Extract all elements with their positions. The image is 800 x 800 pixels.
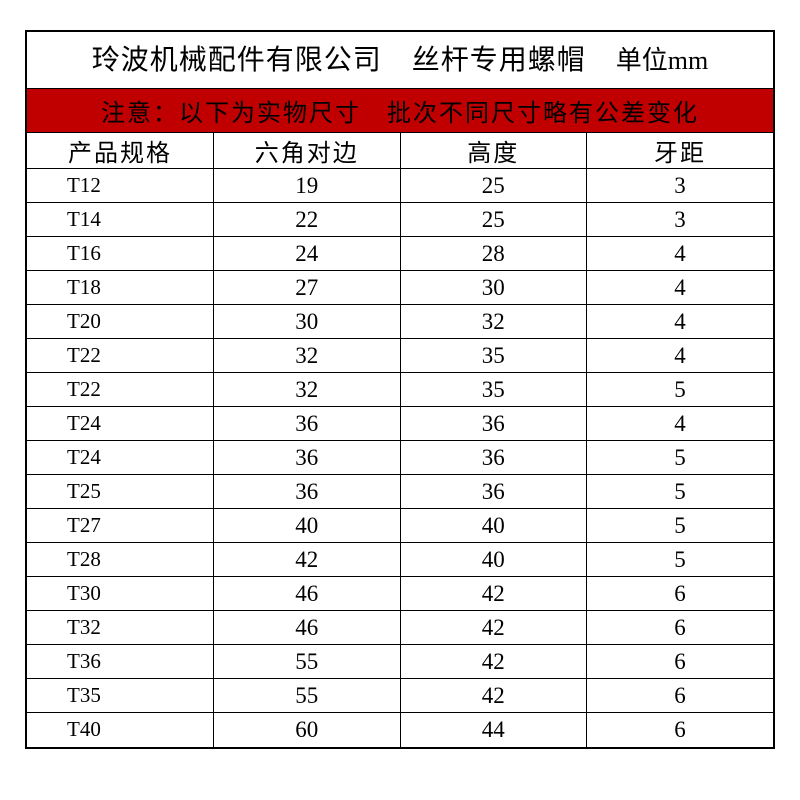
table-row: T2842405 [27,543,773,577]
table-cell: 32 [214,373,401,407]
table-cell: 27 [214,271,401,305]
spec-table: 产品规格 六角对边 高度 牙距 T1219253T1422253T1624284… [27,133,773,747]
table-cell: T28 [27,543,214,577]
table-cell: 46 [214,577,401,611]
table-row: T1624284 [27,237,773,271]
warning-notice: 注意：以下为实物尺寸 批次不同尺寸略有公差变化 [27,88,773,133]
table-cell: T22 [27,339,214,373]
table-cell: 42 [400,645,587,679]
table-cell: 6 [587,611,774,645]
table-cell: 40 [400,509,587,543]
table-cell: 42 [400,611,587,645]
table-cell: 25 [400,203,587,237]
table-cell: 6 [587,645,774,679]
table-cell: 4 [587,407,774,441]
table-cell: T36 [27,645,214,679]
table-cell: 5 [587,509,774,543]
table-cell: T12 [27,169,214,203]
table-cell: 5 [587,475,774,509]
table-cell: T27 [27,509,214,543]
table-cell: T14 [27,203,214,237]
table-cell: 4 [587,339,774,373]
col-header-height: 高度 [400,133,587,169]
table-cell: 35 [400,339,587,373]
company-name: 玲波机械配件有限公司 [92,38,382,78]
table-cell: 44 [400,713,587,747]
table-cell: T32 [27,611,214,645]
table-cell: 32 [214,339,401,373]
table-cell: 4 [587,305,774,339]
table-cell: 36 [400,407,587,441]
table-cell: T20 [27,305,214,339]
col-header-hex: 六角对边 [214,133,401,169]
table-row: T3555426 [27,679,773,713]
product-name: 丝杆专用螺帽 [412,38,586,78]
table-row: T1827304 [27,271,773,305]
table-cell: 40 [214,509,401,543]
table-row: T2740405 [27,509,773,543]
table-row: T3655426 [27,645,773,679]
table-row: T1219253 [27,169,773,203]
table-row: T4060446 [27,713,773,747]
table-cell: 30 [214,305,401,339]
table-cell: 24 [214,237,401,271]
table-cell: 36 [400,475,587,509]
table-cell: 5 [587,373,774,407]
table-row: T1422253 [27,203,773,237]
table-cell: 42 [400,577,587,611]
table-cell: T22 [27,373,214,407]
table-cell: 60 [214,713,401,747]
table-cell: T30 [27,577,214,611]
table-cell: 4 [587,237,774,271]
col-header-spec: 产品规格 [27,133,214,169]
table-row: T2536365 [27,475,773,509]
table-row: T2436365 [27,441,773,475]
unit-label: 单位mm [616,40,708,77]
table-row: T2030324 [27,305,773,339]
table-row: T2232354 [27,339,773,373]
table-cell: 35 [400,373,587,407]
spec-table-container: 玲波机械配件有限公司 丝杆专用螺帽 单位mm 注意：以下为实物尺寸 批次不同尺寸… [25,30,775,749]
table-row: T2232355 [27,373,773,407]
title-row: 玲波机械配件有限公司 丝杆专用螺帽 单位mm [27,32,773,88]
table-cell: 32 [400,305,587,339]
table-cell: T40 [27,713,214,747]
table-cell: 36 [400,441,587,475]
table-cell: 55 [214,679,401,713]
table-cell: 36 [214,441,401,475]
table-cell: 19 [214,169,401,203]
table-cell: 36 [214,407,401,441]
table-cell: 25 [400,169,587,203]
col-header-pitch: 牙距 [587,133,774,169]
table-row: T3046426 [27,577,773,611]
table-cell: 6 [587,577,774,611]
table-cell: 3 [587,203,774,237]
table-cell: 5 [587,543,774,577]
table-cell: T18 [27,271,214,305]
table-cell: 42 [214,543,401,577]
table-cell: 6 [587,713,774,747]
table-cell: 30 [400,271,587,305]
header-row: 产品规格 六角对边 高度 牙距 [27,133,773,169]
table-cell: T24 [27,407,214,441]
table-cell: 46 [214,611,401,645]
table-cell: 3 [587,169,774,203]
table-cell: 42 [400,679,587,713]
table-cell: 5 [587,441,774,475]
table-cell: T24 [27,441,214,475]
table-cell: 4 [587,271,774,305]
table-cell: 55 [214,645,401,679]
table-cell: 28 [400,237,587,271]
table-cell: 22 [214,203,401,237]
table-row: T2436364 [27,407,773,441]
table-cell: T16 [27,237,214,271]
table-cell: 40 [400,543,587,577]
table-row: T3246426 [27,611,773,645]
table-cell: T25 [27,475,214,509]
table-cell: T35 [27,679,214,713]
table-cell: 6 [587,679,774,713]
table-cell: 36 [214,475,401,509]
